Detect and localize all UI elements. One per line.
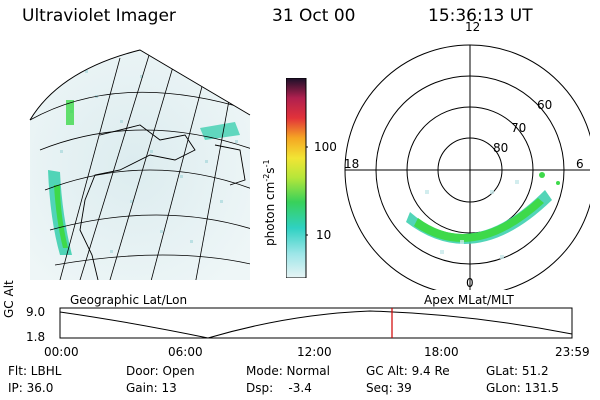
- instrument-title: Ultraviolet Imager: [22, 6, 176, 26]
- xtick-1800: 18:00: [424, 345, 459, 359]
- colorbar-tick-10: 10: [316, 228, 332, 242]
- xtick-1200: 12:00: [297, 345, 332, 359]
- altitude-ylabel: GC Alt: [2, 280, 16, 318]
- colorbar-unit-label: photon cm-2s-1: [262, 159, 277, 246]
- status-dsp: Dsp: -3.4: [246, 381, 312, 395]
- status-gain: Gain: 13: [126, 381, 177, 395]
- status-filter: Flt: LBHL: [8, 364, 62, 378]
- altitude-ytick-bottom: 1.8: [26, 330, 46, 344]
- xtick-0000: 00:00: [44, 345, 79, 359]
- polar-mlt-6: 6: [576, 157, 584, 171]
- polar-lat-60: 60: [537, 98, 553, 112]
- altitude-plot: [59, 307, 573, 339]
- status-glat: GLat: 51.2: [486, 364, 549, 378]
- date-label: 31 Oct 00: [272, 6, 356, 26]
- altitude-ytick-top: 9.0: [26, 305, 46, 319]
- polar-mlt-12: 12: [465, 20, 481, 34]
- status-ip: IP: 36.0: [8, 381, 54, 395]
- polar-plot: [344, 44, 590, 290]
- xtick-0600: 06:00: [168, 345, 203, 359]
- polar-lat-80: 80: [493, 141, 509, 155]
- status-door: Door: Open: [126, 364, 195, 378]
- status-gc-alt: GC Alt: 9.4 Re: [366, 364, 450, 378]
- colorbar-tick-100: 100: [314, 140, 337, 154]
- time-label: 15:36:13 UT: [428, 6, 533, 26]
- apex-label: Apex MLat/MLT: [424, 293, 514, 307]
- polar-mlt-18: 18: [344, 157, 360, 171]
- polar-lat-70: 70: [511, 121, 527, 135]
- status-glon: GLon: 131.5: [486, 381, 559, 395]
- colorbar: [286, 78, 308, 278]
- geographic-label: Geographic Lat/Lon: [70, 293, 188, 307]
- status-mode: Mode: Normal: [246, 364, 330, 378]
- status-seq: Seq: 39: [366, 381, 412, 395]
- polar-mlt-0: 0: [466, 276, 474, 290]
- xtick-2359: 23:59: [555, 345, 590, 359]
